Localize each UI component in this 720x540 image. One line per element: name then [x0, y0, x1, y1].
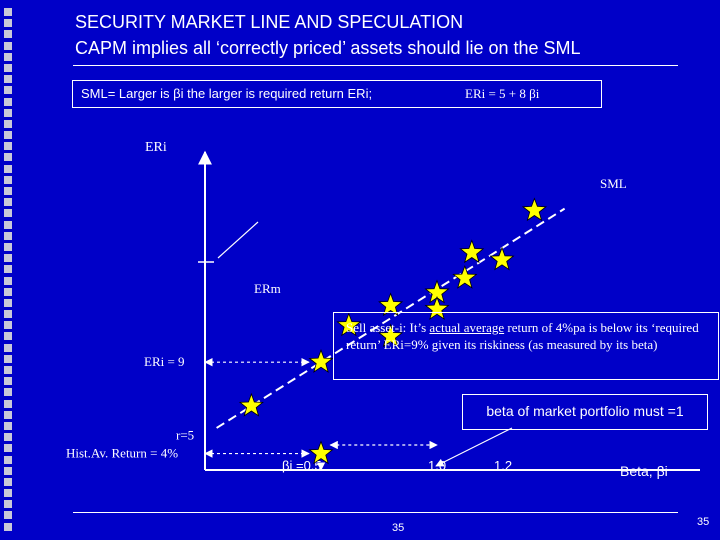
data-point-star — [238, 392, 264, 417]
decorative-square — [4, 108, 12, 117]
decorative-square — [4, 511, 12, 520]
title-rule — [73, 65, 678, 66]
x-tick-label-1.2: 1.2 — [494, 458, 512, 473]
decorative-square — [4, 489, 12, 498]
decorative-square — [4, 477, 12, 486]
decorative-square — [4, 153, 12, 162]
decorative-square — [4, 75, 12, 84]
decorative-square — [4, 97, 12, 106]
slide-title-line-1: SECURITY MARKET LINE AND SPECULATION — [75, 12, 464, 32]
data-point-star — [489, 246, 515, 271]
decorative-square — [4, 522, 12, 531]
data-point-star — [459, 239, 485, 264]
decorative-square — [4, 366, 12, 374]
y-tick-label-eri-9: ERi = 9 — [144, 354, 185, 369]
sml-equation: ERi = 5 + 8 βi — [465, 86, 540, 101]
decorative-square — [4, 19, 12, 28]
decorative-square — [4, 175, 12, 184]
decorative-square — [4, 444, 12, 453]
decorative-square — [4, 433, 12, 442]
decorative-square — [4, 164, 12, 173]
decorative-square — [4, 231, 12, 240]
data-point-star — [452, 264, 478, 289]
decorative-square — [4, 421, 12, 430]
sml-line — [216, 207, 566, 429]
asset-points — [238, 197, 548, 465]
market-beta-note-text: beta of market portfolio must =1 — [486, 403, 684, 419]
x-tick-label-beta-0.5: βi =0.5 — [282, 458, 322, 473]
data-point-star-sml-at-beta-0.5 — [308, 349, 334, 373]
decorative-square — [4, 265, 12, 274]
decorative-square — [4, 410, 12, 419]
decorative-square — [4, 343, 12, 352]
data-point-star — [336, 312, 362, 337]
slide-title-line-2: CAPM implies all ‘correctly priced’ asse… — [75, 38, 581, 58]
x-tick-label-1.0: 1.0 — [428, 458, 446, 473]
data-point-star — [521, 197, 548, 222]
note-text-part-1: Sell asset-i: It’s — [346, 320, 430, 335]
decorative-square — [4, 52, 12, 61]
slide-number: 35 — [697, 516, 710, 528]
decorative-square — [4, 198, 12, 207]
x-axis-label: Beta, βi — [620, 463, 668, 479]
decorative-square — [4, 500, 12, 509]
note-text-part-2: return of 4%pa is below its ‘required re… — [346, 320, 699, 352]
sell-asset-note-text: Sell asset-i: It’s actual average return… — [346, 319, 710, 353]
beta-note-arrow — [435, 427, 513, 467]
decorative-square — [4, 119, 12, 128]
sml-line-label: SML — [600, 176, 627, 191]
data-point-star — [378, 292, 404, 317]
y-axis-label: ERi — [145, 140, 167, 155]
decorative-square-column — [4, 8, 14, 534]
note-text-underlined: actual average — [429, 320, 505, 335]
sml-definition-text: SML= Larger is βi the larger is required… — [81, 86, 373, 101]
decorative-square — [4, 131, 12, 140]
decorative-square — [4, 8, 12, 16]
decorative-square — [4, 310, 12, 319]
market-beta-note: beta of market portfolio must =1 — [462, 394, 708, 430]
decorative-square — [4, 63, 12, 72]
decorative-square — [4, 388, 12, 397]
decorative-square — [4, 377, 12, 386]
footer-number: 35 — [392, 522, 405, 534]
sml-definition-box: SML= Larger is βi the larger is required… — [72, 80, 602, 108]
decorative-square — [4, 41, 12, 50]
data-point-star-asset-i — [308, 440, 334, 465]
callout-arrow — [217, 221, 259, 259]
decorative-square — [4, 254, 12, 263]
decorative-square — [4, 321, 12, 330]
decorative-square — [4, 354, 12, 363]
sell-asset-note: Sell asset-i: It’s actual average return… — [333, 312, 719, 380]
decorative-square — [4, 86, 12, 95]
decorative-square — [4, 332, 12, 341]
decorative-square — [4, 287, 12, 296]
decorative-square — [4, 209, 12, 218]
decorative-square — [4, 30, 12, 39]
decorative-square — [4, 220, 12, 229]
decorative-square — [4, 298, 12, 307]
y-tick-label-hist-return: Hist.Av. Return = 4% — [66, 446, 178, 461]
decorative-square — [4, 466, 12, 475]
decorative-square — [4, 242, 12, 251]
market-return-label: ERm — [254, 281, 281, 296]
decorative-square — [4, 276, 12, 285]
data-point-star — [378, 323, 404, 348]
decorative-square — [4, 142, 12, 151]
footer-rule — [73, 512, 678, 513]
decorative-square — [4, 455, 12, 464]
decorative-square — [4, 399, 12, 408]
data-point-star — [424, 296, 450, 320]
decorative-square — [4, 187, 12, 195]
y-tick-label-risk-free: r=5 — [176, 427, 194, 442]
